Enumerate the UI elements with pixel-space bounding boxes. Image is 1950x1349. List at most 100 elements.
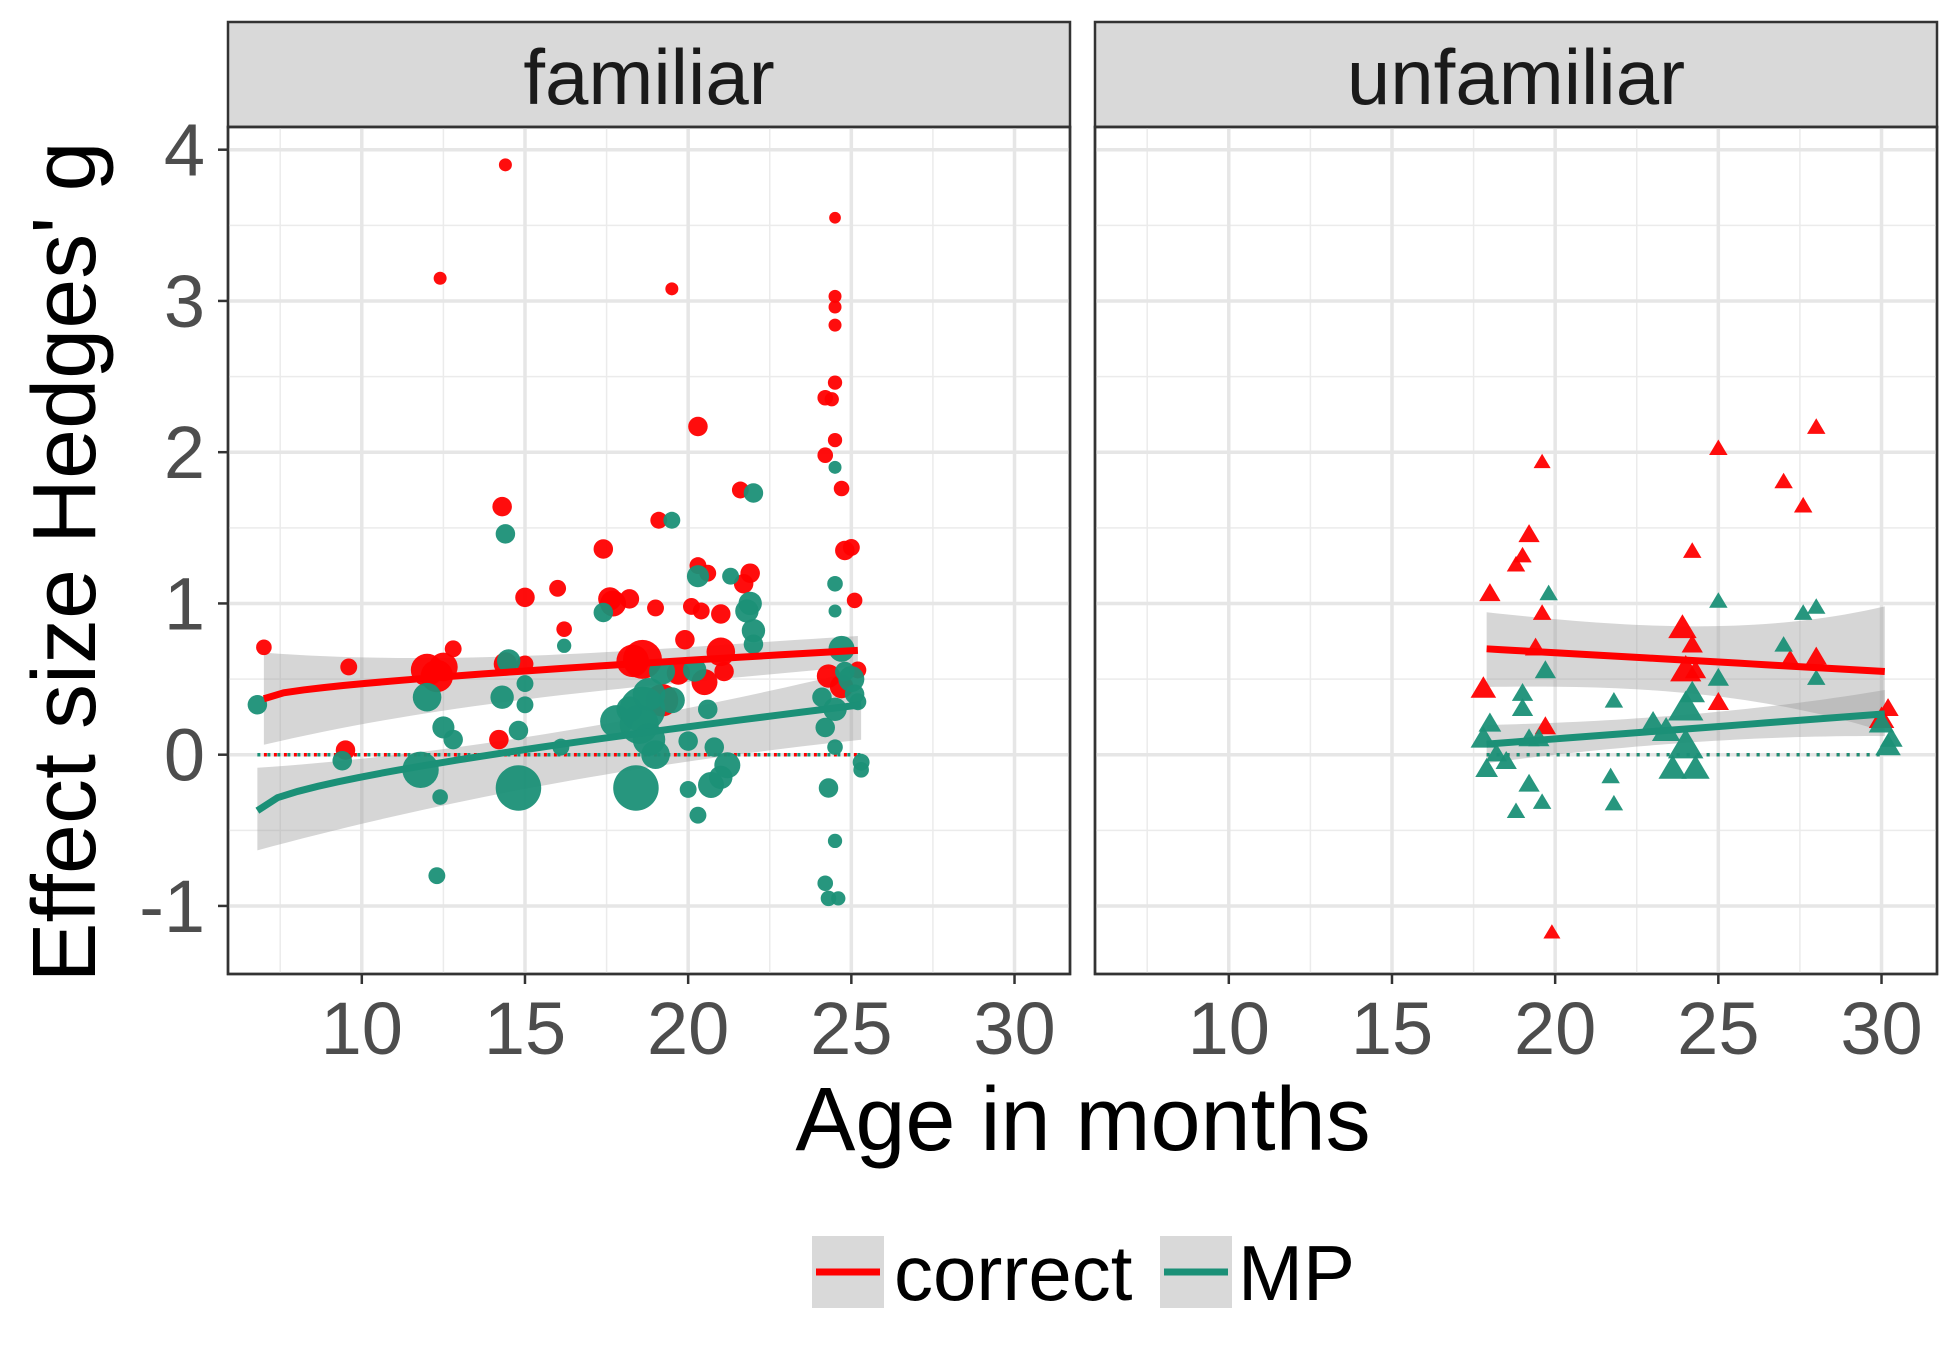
x-tick-label: 30 (973, 987, 1055, 1070)
data-point-correct (824, 392, 839, 407)
data-point-mp (1667, 728, 1704, 759)
data-point-mp (722, 567, 740, 585)
data-point-mp (1485, 743, 1508, 762)
data-point-mp (1879, 727, 1903, 747)
data-point-mp (443, 729, 463, 750)
data-point-mp (1667, 690, 1704, 721)
x-tick-label: 10 (321, 987, 403, 1070)
data-point-correct (1805, 646, 1827, 665)
points-unfamiliar (1470, 418, 1903, 939)
points-familiar (247, 158, 870, 907)
trend-lines-familiar (255, 646, 862, 814)
data-point-correct (489, 729, 509, 750)
x-tick-label: 20 (647, 987, 729, 1070)
data-point-mp (827, 575, 843, 592)
x-axis-title: Age in months (795, 1070, 1370, 1170)
data-point-mp (556, 638, 572, 653)
legend-label-correct: correct (894, 1229, 1133, 1317)
data-point-mp (593, 602, 614, 623)
y-tick-label: 4 (164, 109, 205, 192)
trend-line-mp (255, 701, 862, 814)
data-point-mp (817, 875, 834, 892)
x-tick-label: 20 (1514, 987, 1596, 1070)
y-tick-label: 3 (164, 260, 205, 343)
x-tick-label: 15 (484, 987, 566, 1070)
data-point-mp (1709, 592, 1728, 608)
data-point-correct (1533, 453, 1551, 469)
data-point-correct (1793, 496, 1813, 513)
data-point-mp (853, 762, 869, 778)
data-point-mp (1868, 710, 1895, 733)
data-point-mp (1774, 636, 1793, 652)
y-tick-label: 2 (164, 411, 205, 494)
plot-border-familiar (226, 125, 1072, 976)
data-point-correct (827, 375, 843, 390)
data-point-mp (828, 604, 842, 618)
data-point-correct (817, 447, 834, 464)
data-point-correct (1668, 614, 1697, 639)
data-point-mp (1539, 584, 1558, 601)
data-point-correct (1513, 546, 1532, 563)
data-point-correct (675, 629, 695, 650)
data-point-mp (689, 806, 707, 824)
data-point-mp (1534, 660, 1557, 679)
data-point-mp (663, 511, 681, 529)
x-tick-label: 15 (1351, 987, 1433, 1070)
data-point-correct (829, 211, 841, 224)
legend: correct MP (812, 1229, 1355, 1317)
data-point-correct (556, 621, 572, 637)
data-point-mp (247, 695, 268, 715)
data-point-mp (678, 731, 698, 751)
data-point-correct (340, 658, 358, 676)
data-point-mp (432, 789, 448, 805)
trend-line-correct (1486, 645, 1885, 675)
data-point-mp (1511, 698, 1534, 717)
data-point-mp (743, 483, 764, 503)
facet-panel-familiar: familiar (226, 20, 1072, 976)
data-point-correct (1534, 716, 1557, 735)
data-point-correct (1543, 924, 1561, 939)
data-point-mp (495, 765, 542, 811)
x-tick-label: 30 (1840, 987, 1922, 1070)
data-point-mp (641, 740, 670, 769)
data-point-correct (650, 511, 668, 529)
data-point-correct (846, 592, 863, 609)
data-point-correct (593, 539, 614, 559)
data-point-mp (495, 524, 516, 544)
data-point-correct (433, 271, 447, 285)
data-point-mp (1640, 710, 1666, 733)
data-point-mp (1601, 767, 1620, 784)
x-tick-label: 25 (810, 987, 892, 1070)
data-point-correct (692, 602, 710, 620)
facet-strip-label-familiar: familiar (523, 33, 774, 121)
facet-strip-label-unfamiliar: unfamiliar (1347, 33, 1685, 121)
data-point-mp (1506, 802, 1526, 818)
trend-line-mp (1486, 710, 1886, 748)
data-point-correct (828, 318, 842, 332)
data-point-correct (492, 496, 512, 517)
data-point-mp (827, 739, 843, 755)
plot-border-unfamiliar (1093, 125, 1939, 976)
data-point-correct (647, 599, 664, 617)
data-point-correct (1681, 634, 1703, 653)
data-point-mp (818, 778, 839, 798)
x-tick-label: 25 (1677, 987, 1759, 1070)
data-point-correct (1709, 439, 1728, 455)
data-point-mp (1495, 751, 1517, 769)
data-point-mp (496, 649, 521, 673)
data-point-correct (714, 661, 734, 682)
data-point-mp (658, 687, 685, 714)
data-point-mp (412, 682, 442, 712)
data-point-mp (1679, 680, 1706, 703)
data-point-mp (508, 720, 529, 741)
data-point-correct (1518, 524, 1540, 543)
data-point-mp (1707, 667, 1729, 686)
trend-line-correct (262, 646, 859, 703)
data-point-mp (516, 696, 534, 714)
legend-label-mp: MP (1238, 1229, 1355, 1317)
data-point-correct (1707, 692, 1729, 710)
x-axis-familiar: 10 15 20 25 30 (321, 974, 1056, 1070)
data-point-mp (831, 891, 846, 906)
data-point-mp (828, 460, 842, 474)
